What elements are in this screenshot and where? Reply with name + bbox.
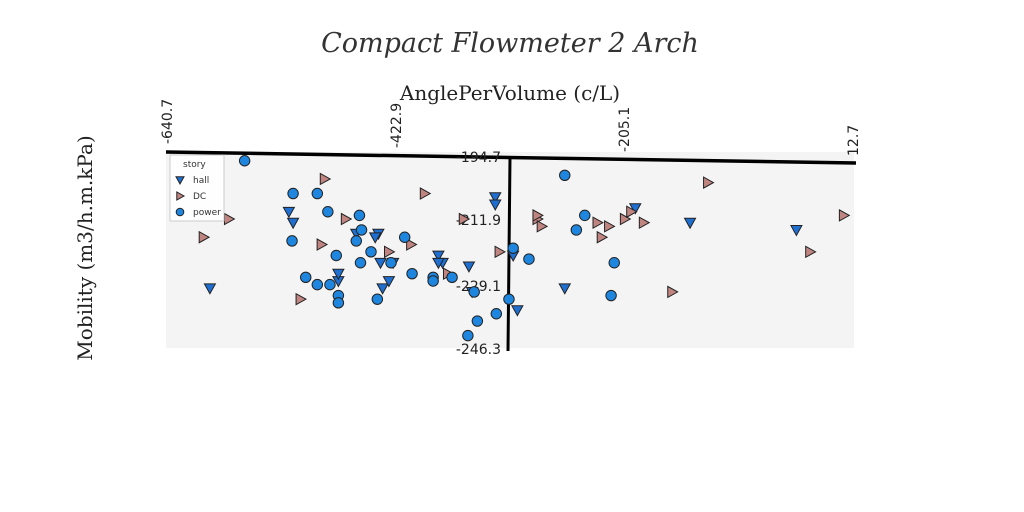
data-point-dc [626,205,638,219]
data-point-power [468,286,480,298]
legend-marker-power [175,207,185,217]
legend-label-dc: DC [193,192,206,202]
data-point-dc [419,187,432,200]
data-point-dc [619,212,632,226]
data-point-power [330,249,342,262]
data-point-hall [790,225,803,237]
legend-items: hall DC power [175,176,221,218]
data-point-power [300,271,312,284]
data-point-hall [368,232,382,244]
data-point-power [605,289,617,302]
legend: story hall DC power [169,154,225,222]
data-point-power [287,187,299,200]
legend-label-power: power [193,208,221,218]
data-point-dc [805,245,817,259]
data-point-hall [628,203,642,215]
data-point-power [427,275,439,287]
data-point-hall [432,250,445,262]
chart-title: Compact Flowmeter 2 Arch [321,28,699,59]
data-point-dc [536,219,549,233]
data-point-hall [382,276,396,288]
data-point-power [490,308,503,320]
data-point-power [354,257,367,269]
x-tick-label: -422.9 [389,103,405,148]
data-point-dc [458,212,471,226]
data-point-power [355,224,368,236]
data-point-power [523,253,535,265]
legend-label-hall: hall [193,176,209,186]
data-point-power [406,267,418,280]
legend-marker-dc [176,191,186,201]
y-tick-label: -211.9 [456,213,501,229]
data-point-power [350,235,362,247]
data-point-power [353,209,366,222]
data-point-power [238,155,251,167]
data-point-power [570,224,583,236]
data-point-power [507,242,519,254]
data-point-dc [596,230,609,244]
data-point-power [398,231,411,243]
data-points [198,155,851,342]
data-point-dc [638,216,651,230]
data-point-power [324,278,336,291]
data-point-dc [340,212,353,226]
data-point-hall [282,206,296,219]
data-point-dc [703,176,715,189]
data-point-power [579,209,591,222]
data-point-hall [432,257,445,270]
y-tick-label: -246.3 [456,342,501,358]
data-point-dc [295,292,307,306]
data-point-dc [838,209,851,222]
legend-marker-hall [175,176,185,186]
data-point-power [311,278,324,291]
data-point-hall [203,283,217,295]
x-tick-label: -205.1 [617,107,633,152]
data-point-power [471,315,484,327]
data-point-power [446,271,458,284]
data-point-dc [532,209,544,222]
x-tick-label: 12.7 [846,125,862,156]
data-point-hall [376,283,389,295]
data-point-dc [604,219,616,233]
data-point-power [503,293,515,305]
data-point-hall [558,283,572,295]
data-point-hall [511,305,524,317]
data-point-power [462,329,474,342]
data-point-dc [319,172,332,186]
data-point-power [322,206,334,218]
y-tick-label: -194.7 [456,150,501,166]
data-point-power [311,187,324,200]
data-point-dc [384,245,396,259]
x-axis-label: AnglePerVolume (c/L) [399,81,620,105]
data-point-power [385,257,397,269]
data-point-power [608,257,620,269]
data-point-hall [488,192,502,204]
y-axis-label: Mobility (m3/h.m.kPa) [73,135,97,360]
data-point-dc [198,230,211,244]
data-point-power [365,246,377,258]
data-point-hall [286,217,300,230]
data-point-dc [406,238,418,251]
data-point-hall [374,257,387,270]
data-point-power [286,235,298,247]
data-point-hall [462,261,476,273]
data-point-hall [488,199,502,211]
data-point-power [371,293,384,305]
data-point-dc [592,216,604,230]
data-point-dc [494,245,507,259]
data-point-dc [667,285,679,299]
data-point-dc [316,238,329,251]
data-point-power [332,297,345,309]
data-point-power [559,169,571,182]
legend-title: story [183,160,206,170]
data-point-hall [332,268,345,281]
data-point-hall [683,217,697,230]
x-tick-label: -640.7 [160,99,176,144]
